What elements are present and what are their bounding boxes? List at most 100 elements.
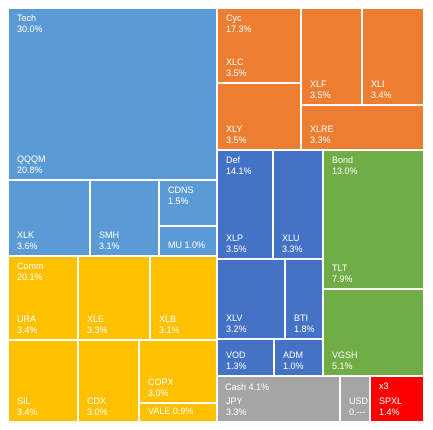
holding-label-mu: MU 1.0% [168,240,205,251]
holding-ticker: XLU [282,233,300,243]
holding-label-xle: XLE 3.3% [87,314,108,336]
holding-ticker: CDNS [168,185,194,195]
holding-label-vod: VOD 1.3% [226,350,247,372]
holding-weight: 0.9% [172,406,194,416]
holding-label-tlt: TLT 7.9% [332,263,353,285]
group-label-bond: Bond 13.0% [332,155,358,177]
treemap-cell-cdns: CDNS 1.5% [159,180,217,226]
holding-weight: 3.0% [148,388,169,398]
holding-label-xlb: XLB 3.1% [159,314,180,336]
treemap-cell-sil: SIL 3.4% [8,340,78,422]
holding-label-cdns: CDNS 1.5% [168,185,194,207]
holding-label-jpy: JPY 3.3% [226,396,247,418]
holding-label-xlf: XLF 3.5% [310,79,331,101]
holding-label-copx: COPX 3.0% [148,377,174,399]
holding-weight: 3.3% [226,407,247,417]
holding-weight: 0.--- [349,407,366,417]
treemap-cell-ura: Comm 20.1% URA 3.4% [8,256,78,340]
treemap-cell-xli: XLI 3.4% [362,8,424,105]
holding-ticker: JPY [226,396,243,406]
holding-weight: 3.5% [226,244,247,254]
holding-label-smh: SMH 3.1% [99,230,120,252]
treemap-cell-cdx: CDX 3.0% [78,340,139,422]
group-weight: 14.1% [226,166,252,176]
holding-ticker: SMH [99,230,119,240]
holding-weight: 1.4% [379,407,400,417]
holding-weight: 3.0% [87,407,108,417]
treemap-cell-usd: USD 0.--- [340,376,370,422]
holding-label-vgsh: VGSH 5.1% [332,350,358,372]
holding-label-xli: XLI 3.4% [371,79,392,101]
holding-ticker: XLE [87,314,105,324]
holding-ticker: TLT [332,263,348,273]
holding-weight: 5.1% [332,361,353,371]
holding-ticker: QQQM [17,154,46,164]
treemap-cell-xlre: XLRE 3.3% [301,105,424,150]
holding-label-ura: URA 3.4% [17,314,38,336]
group-weight: 13.0% [332,166,358,176]
holding-ticker: COPX [148,377,174,387]
group-label-tech: Tech 30.0% [17,13,43,35]
holding-label-xlp: XLP 3.5% [226,233,247,255]
holding-ticker: VGSH [332,350,358,360]
holding-ticker: SIL [17,396,31,406]
treemap-cell-xlu: XLU 3.3% [273,150,323,259]
holding-label-adm: ADM 1.0% [283,350,304,372]
holding-ticker: XLK [17,230,35,240]
holding-ticker: SPXL [379,396,403,406]
holding-ticker: XLI [371,79,385,89]
holding-weight: 3.5% [226,135,247,145]
treemap-cell-copx: COPX 3.0% [139,340,217,403]
group-name: Def [226,155,241,165]
treemap-cell-bti: BTI 1.8% [285,259,323,339]
holding-weight: 3.1% [159,325,180,335]
holding-ticker: XLRE [310,124,334,134]
holding-ticker: MU [168,240,182,250]
holding-weight: 3.5% [310,90,331,100]
treemap-cell-xlv: XLV 3.2% [217,259,285,339]
group-name: Tech [17,13,37,23]
holding-weight: 1.3% [226,361,247,371]
holding-label-bti: BTI 1.8% [294,313,315,335]
holding-weight: 3.5% [226,68,247,78]
group-label-cyc: Cyc 17.3% [226,13,252,35]
holding-ticker: URA [17,314,37,324]
holding-label-xlk: XLK 3.6% [17,230,38,252]
treemap-cell-xlb: XLB 3.1% [150,256,217,340]
holding-ticker: XLB [159,314,177,324]
group-name: Comm [17,261,44,271]
treemap-cell-adm: ADM 1.0% [274,339,323,376]
holding-weight: 3.1% [99,241,120,251]
group-weight: 30.0% [17,24,43,34]
holding-weight: 1.0% [184,240,206,250]
holding-weight: 3.4% [17,325,38,335]
holding-label-usd: USD 0.--- [349,396,368,418]
treemap-cell-vgsh: VGSH 5.1% [323,289,424,376]
holding-ticker: ADM [283,350,303,360]
holding-weight: 3.3% [310,135,331,145]
holding-ticker: VOD [226,350,246,360]
holding-ticker: CDX [87,396,107,406]
group-weight: 17.3% [226,24,252,34]
holding-label-qqqm: QQQM 20.8% [17,154,46,176]
group-weight: 20.1% [17,272,43,282]
holding-label-xlre: XLRE 3.3% [310,124,334,146]
treemap-cell-smh: SMH 3.1% [90,180,159,256]
group-name: x3 [379,381,389,391]
holding-label-xlv: XLV 3.2% [226,313,247,335]
holding-ticker: XLF [310,79,327,89]
group-name: Cyc [226,13,242,23]
holding-label-xly: XLY 3.5% [226,124,247,146]
treemap-cell-xlk: XLK 3.6% [8,180,90,256]
holding-weight: 20.8% [17,165,43,175]
treemap-cell-vale: VALE 0.9% [139,403,217,422]
holding-label-xlc: XLC 3.5% [226,57,247,79]
holding-label-spxl: SPXL 1.4% [379,396,402,418]
treemap-cell-xlc: Cyc 17.3% XLC 3.5% [217,8,301,83]
group-label-def: Def 14.1% [226,155,252,177]
group-name: Bond [332,155,354,165]
holding-ticker: XLY [226,124,243,134]
holding-ticker: XLP [226,233,244,243]
holding-weight: 3.3% [87,325,108,335]
